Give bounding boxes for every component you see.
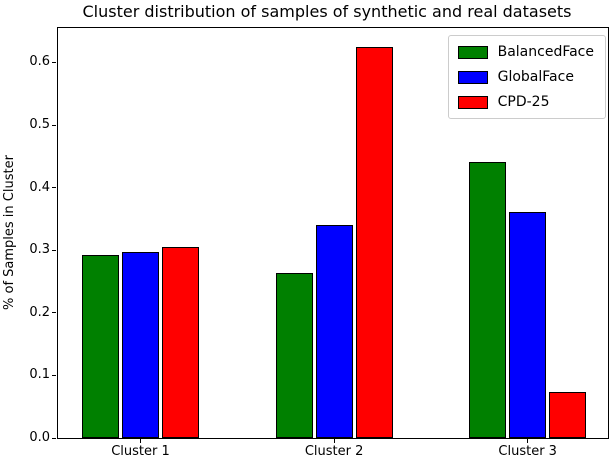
plot-area: BalancedFace GlobalFace CPD-25 — [52, 27, 609, 439]
legend-swatch-balancedface — [457, 45, 488, 59]
legend-item-cpd-25: CPD-25 — [457, 94, 594, 110]
y-tick-mark — [52, 374, 56, 376]
legend-label: BalancedFace — [497, 44, 594, 60]
legend-label: GlobalFace — [497, 69, 574, 85]
y-tick-label: 0.5 — [29, 117, 50, 133]
y-tick-mark — [52, 249, 56, 251]
y-tick-label: 0.3 — [29, 242, 50, 258]
y-tick-mark — [52, 61, 56, 63]
x-tick-label: Cluster 1 — [111, 444, 170, 459]
bar-balancedface-cluster-3 — [469, 162, 507, 438]
legend-item-globalface: GlobalFace — [457, 69, 594, 85]
bar-group-cluster-2 — [275, 28, 393, 438]
legend-swatch-cpd-25 — [457, 95, 488, 109]
bar-cpd-25-cluster-2 — [355, 46, 393, 438]
x-tick-mark — [527, 439, 529, 443]
bar-globalface-cluster-3 — [509, 212, 547, 438]
y-tick-mark — [52, 124, 56, 126]
bar-balancedface-cluster-1 — [82, 254, 119, 438]
x-tick-label: Cluster 2 — [304, 444, 364, 459]
legend-swatch-globalface — [457, 70, 488, 84]
bar-globalface-cluster-1 — [122, 251, 159, 438]
y-tick-label: 0.2 — [29, 304, 50, 320]
bar-balancedface-cluster-2 — [275, 272, 313, 438]
y-tick-mark — [52, 437, 56, 439]
bar-cpd-25-cluster-3 — [549, 392, 587, 438]
legend-label: CPD-25 — [497, 94, 550, 110]
y-tick-mark — [52, 312, 56, 314]
bar-group-cluster-1 — [82, 28, 199, 438]
y-tick-label: 0.1 — [29, 367, 50, 383]
y-axis-tick-labels: 0.0 0.1 0.2 0.3 0.4 0.5 0.6 — [16, 28, 50, 445]
legend: BalancedFace GlobalFace CPD-25 — [447, 35, 606, 119]
y-tick-mark — [52, 187, 56, 189]
x-tick-mark — [333, 439, 335, 443]
bar-globalface-cluster-2 — [315, 225, 353, 438]
chart-title: Cluster distribution of samples of synth… — [82, 2, 572, 21]
x-tick-label: Cluster 3 — [498, 444, 557, 459]
y-tick-label: 0.4 — [29, 179, 50, 195]
bar-cpd-25-cluster-1 — [162, 247, 199, 438]
bar-group-cluster-3 — [469, 28, 587, 438]
y-tick-label: 0.0 — [29, 430, 50, 445]
x-tick-mark — [140, 439, 141, 443]
legend-item-balancedface: BalancedFace — [457, 44, 594, 60]
y-tick-label: 0.6 — [29, 54, 50, 70]
